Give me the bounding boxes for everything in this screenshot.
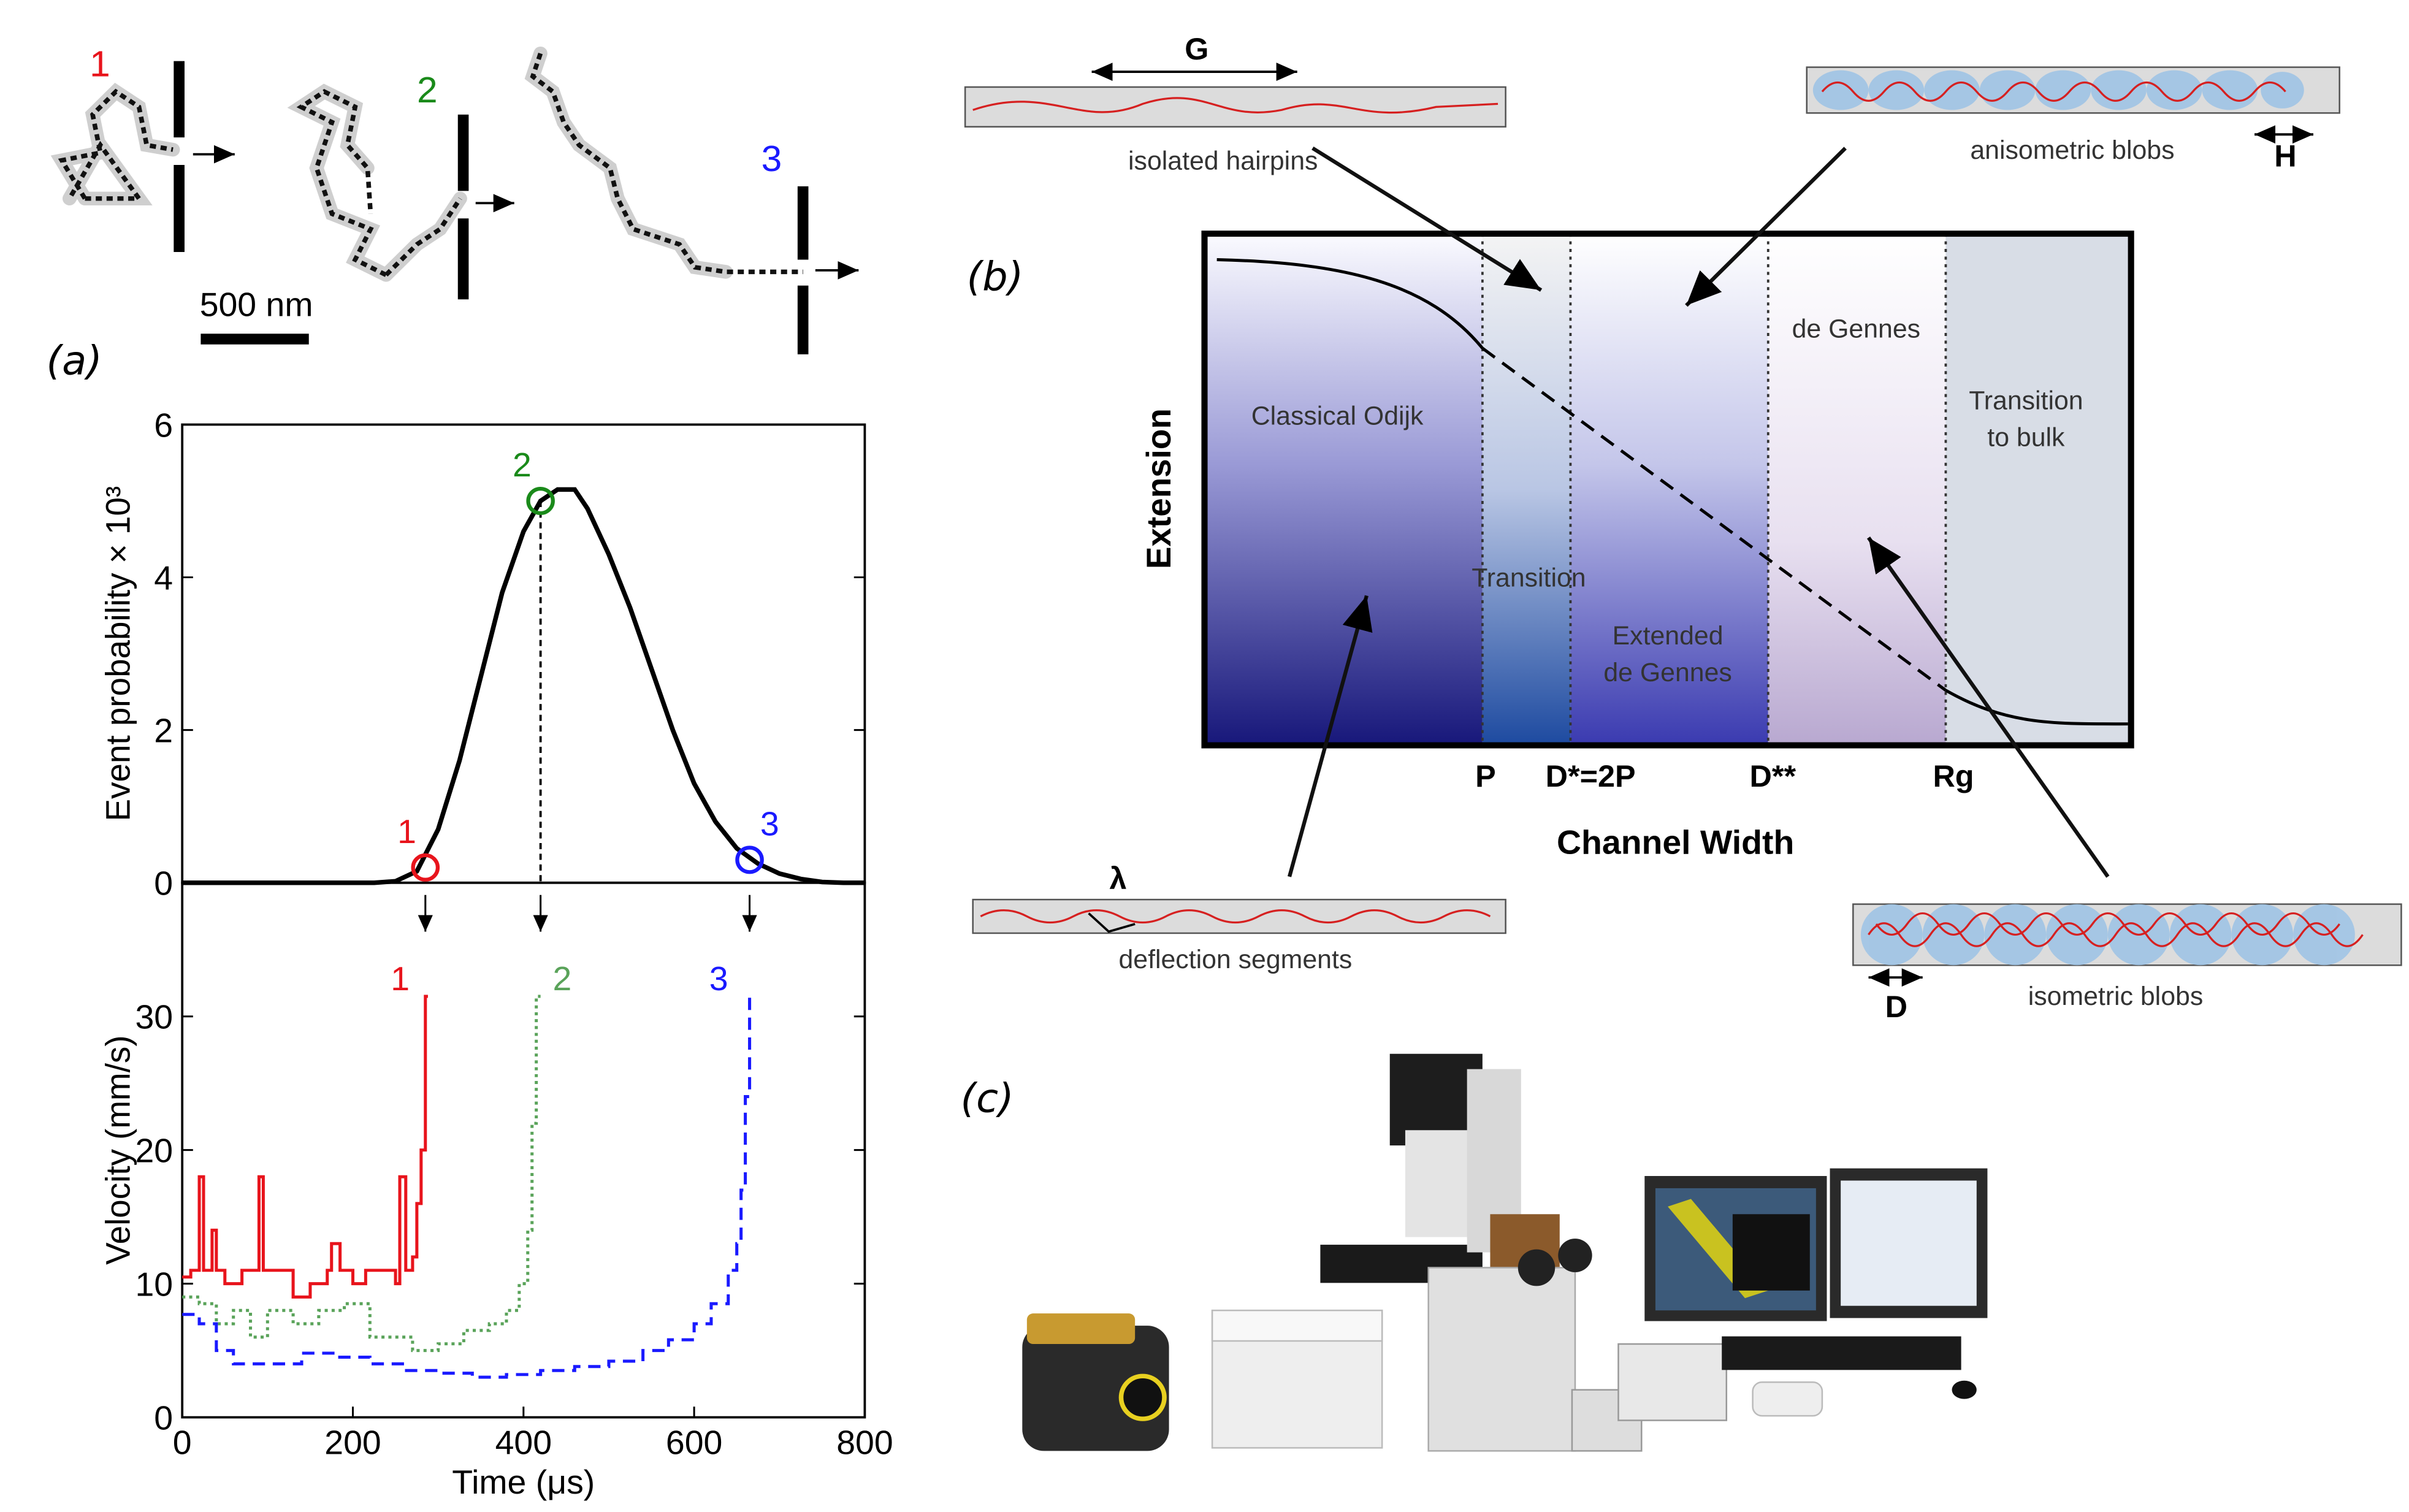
series-line: [182, 996, 428, 1297]
scale-bar-label: 500 nm: [200, 286, 313, 324]
region-label: Classical Odijk: [1251, 402, 1424, 431]
series-label: 3: [709, 960, 728, 998]
region-label: Extended: [1613, 621, 1724, 651]
schematic-x-axis: Channel Width: [1557, 823, 1794, 861]
x-tick-label: 600: [666, 1424, 722, 1462]
y-tick-label: 0: [154, 865, 173, 903]
panel-label: (a): [47, 338, 102, 384]
series-label: 1: [391, 960, 410, 998]
region-label: Transition: [1969, 386, 2083, 416]
x-tick-label: 800: [836, 1424, 893, 1462]
y-tick-label: 20: [135, 1132, 173, 1170]
sketch-label: 1: [90, 44, 110, 85]
series-line: [182, 996, 540, 1351]
page: {"chart_data": [ {"type": "line", "ylabe…: [0, 0, 2409, 1512]
series-label: 2: [552, 960, 571, 998]
x-mark: P: [1475, 759, 1496, 793]
event-label: 1: [397, 812, 416, 850]
region-label: Transition: [1472, 563, 1586, 593]
plot-frame: [182, 883, 865, 1418]
y-tick-label: 30: [135, 998, 173, 1036]
inset-symbol: D: [1885, 990, 1907, 1024]
inset-symbol: G: [1185, 32, 1208, 66]
y-tick-label: 10: [135, 1266, 173, 1304]
event-label: 3: [760, 805, 779, 843]
region-label: de Gennes: [1792, 315, 1920, 344]
microscope-photo: [1022, 1054, 1987, 1451]
panel-label: (b): [967, 254, 1024, 300]
inset-label: isolated hairpins: [1128, 147, 1318, 176]
sketch-label: 3: [762, 138, 782, 179]
y-axis-label: Velocity (mm/s): [99, 1035, 137, 1264]
x-tick-label: 200: [324, 1424, 381, 1462]
x-mark: D*=2P: [1546, 759, 1636, 793]
event-label: 2: [513, 446, 532, 484]
x-tick-label: 400: [495, 1424, 552, 1462]
inset-label: isometric blobs: [2028, 982, 2204, 1011]
y-tick-label: 6: [154, 407, 173, 445]
y-tick-label: 4: [154, 559, 173, 597]
x-mark: D**: [1750, 759, 1796, 793]
x-axis-label: Time (μs): [452, 1463, 595, 1501]
polymer-sketch: [62, 53, 859, 354]
region-label: de Gennes: [1603, 658, 1731, 687]
inset-symbol: λ: [1109, 861, 1126, 896]
y-tick-label: 0: [154, 1399, 173, 1437]
region-label: to bulk: [1987, 423, 2065, 452]
inset-label: anisometric blobs: [1970, 136, 2174, 165]
inset-label: deflection segments: [1118, 945, 1352, 974]
inset-symbol: H: [2274, 139, 2296, 174]
x-mark: Rg: [1933, 759, 1974, 793]
figure: (a) (b) (c) 1 2 3 500 nm 0 2 4 6 Event proba…: [0, 0, 2409, 1512]
series-line: [182, 996, 749, 1377]
y-tick-label: 2: [154, 712, 173, 750]
x-tick-label: 0: [173, 1424, 192, 1462]
sketch-label: 2: [417, 69, 438, 110]
panel-label: (c): [961, 1076, 1014, 1122]
schematic-y-axis: Extension: [1140, 408, 1178, 569]
y-axis-label: Event probability × 10³: [99, 486, 137, 822]
